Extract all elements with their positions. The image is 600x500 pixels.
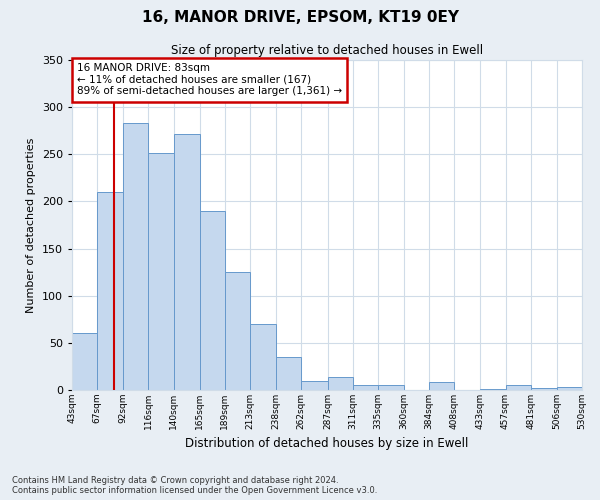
Bar <box>328 377 353 390</box>
Text: Contains HM Land Registry data © Crown copyright and database right 2024.
Contai: Contains HM Land Registry data © Crown c… <box>12 476 377 495</box>
Bar <box>506 386 530 390</box>
X-axis label: Distribution of detached houses by size in Ewell: Distribution of detached houses by size … <box>185 438 469 450</box>
Y-axis label: Number of detached properties: Number of detached properties <box>26 138 36 312</box>
Bar <box>276 357 301 390</box>
Text: 16 MANOR DRIVE: 83sqm
← 11% of detached houses are smaller (167)
89% of semi-det: 16 MANOR DRIVE: 83sqm ← 11% of detached … <box>77 64 342 96</box>
Text: 16, MANOR DRIVE, EPSOM, KT19 0EY: 16, MANOR DRIVE, EPSOM, KT19 0EY <box>142 10 458 25</box>
Bar <box>557 387 582 390</box>
Bar <box>200 211 225 390</box>
Bar <box>481 389 506 390</box>
Bar <box>378 386 404 390</box>
Bar <box>148 154 173 390</box>
Bar <box>301 380 328 390</box>
Title: Size of property relative to detached houses in Ewell: Size of property relative to detached ho… <box>171 44 483 58</box>
Bar <box>530 388 557 390</box>
Bar <box>97 192 124 390</box>
Bar <box>72 334 97 390</box>
Bar <box>429 382 454 390</box>
Bar <box>225 272 250 390</box>
Bar <box>353 386 378 390</box>
Bar <box>250 324 276 390</box>
Bar <box>173 134 200 390</box>
Bar <box>124 123 148 390</box>
